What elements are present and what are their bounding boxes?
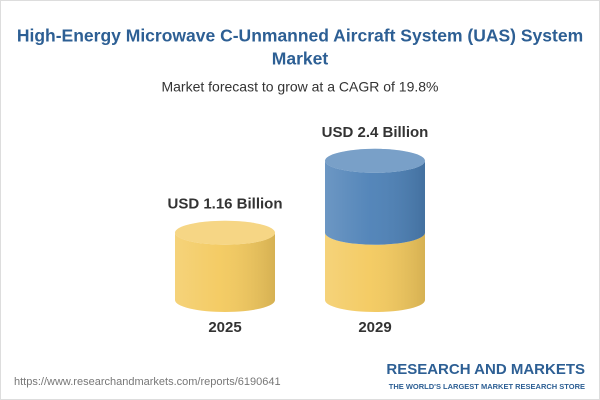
brand: RESEARCH AND MARKETS xyxy=(386,361,585,378)
cylinder xyxy=(175,220,275,312)
cylinder-shade xyxy=(175,232,275,312)
cylinder xyxy=(325,148,425,312)
value-label: USD 2.4 Billion xyxy=(322,124,429,141)
tagline: THE WORLD'S LARGEST MARKET RESEARCH STOR… xyxy=(389,382,585,391)
cylinder-shade xyxy=(325,160,425,312)
cylinder-top-light xyxy=(175,220,275,245)
value-label: USD 1.16 Billion xyxy=(167,196,282,213)
x-tick-label: 2029 xyxy=(358,319,391,336)
cylinder-top xyxy=(325,148,425,173)
subtitle: Market forecast to grow at a CAGR of 19.… xyxy=(161,79,438,95)
chart-title: Market xyxy=(272,49,329,69)
x-tick-label: 2025 xyxy=(208,319,241,336)
cylinder-top-light xyxy=(325,148,425,173)
chart-title: High-Energy Microwave C-Unmanned Aircraf… xyxy=(17,26,583,46)
source-url: https://www.researchandmarkets.com/repor… xyxy=(14,376,281,388)
cylinder-top xyxy=(175,220,275,245)
